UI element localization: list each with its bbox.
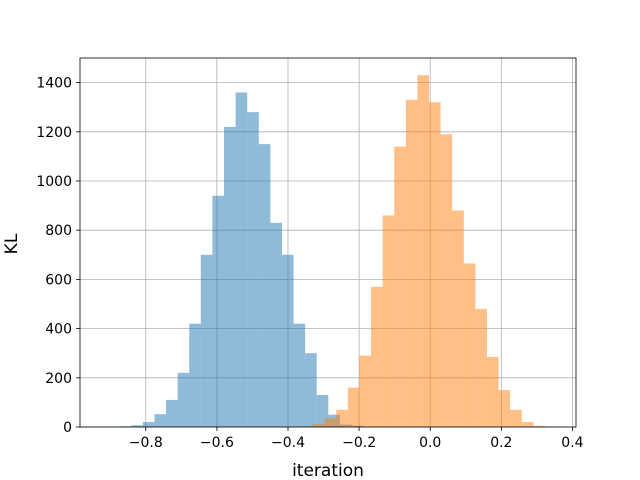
histogram-bar bbox=[486, 356, 499, 427]
histogram-bar bbox=[189, 323, 201, 427]
histogram-bar bbox=[200, 254, 213, 427]
histogram-bar bbox=[510, 409, 522, 427]
histogram-bars bbox=[108, 75, 557, 428]
histogram-bar bbox=[440, 134, 453, 427]
x-tick-label: −0.8 bbox=[129, 435, 163, 451]
histogram-bar bbox=[270, 222, 282, 427]
histogram-bar bbox=[313, 424, 325, 427]
y-axis-label: KL bbox=[2, 233, 22, 254]
histogram-bar bbox=[324, 418, 337, 427]
histogram-bar bbox=[417, 75, 430, 427]
x-tick-label: 0.0 bbox=[419, 435, 441, 451]
histogram-bar bbox=[336, 409, 348, 427]
x-tick-label: −0.2 bbox=[342, 435, 376, 451]
y-tick-label: 1000 bbox=[36, 174, 72, 190]
histogram-bar bbox=[131, 425, 143, 427]
y-tick-label: 1200 bbox=[36, 125, 72, 141]
histogram-bar bbox=[212, 195, 224, 427]
x-tick-label: 0.2 bbox=[490, 435, 512, 451]
histogram-bar bbox=[316, 395, 329, 427]
y-axis-ticks: 0 200 400 600 800 1000 1200 1400 bbox=[36, 76, 80, 436]
histogram-bar bbox=[347, 387, 360, 427]
histogram-bar bbox=[235, 92, 248, 427]
histogram-bar bbox=[429, 102, 441, 427]
histogram-bar bbox=[247, 112, 259, 428]
x-tick-label: 0.4 bbox=[561, 435, 583, 451]
histogram-bar bbox=[498, 390, 511, 427]
plot-frame bbox=[79, 57, 577, 428]
y-tick-label: 400 bbox=[45, 322, 72, 338]
histogram-bar bbox=[177, 372, 190, 427]
histogram-series-0 bbox=[108, 92, 364, 428]
histogram-bar bbox=[463, 263, 476, 427]
histogram-bar bbox=[293, 323, 306, 427]
histogram-bar bbox=[533, 425, 545, 427]
x-tick-label: −0.4 bbox=[271, 435, 305, 451]
y-tick-label: 1400 bbox=[36, 76, 72, 92]
histogram-bar bbox=[166, 399, 178, 427]
histogram-bar bbox=[405, 99, 418, 427]
histogram-bar bbox=[382, 215, 395, 427]
histogram-bar bbox=[154, 414, 167, 427]
y-tick-label: 200 bbox=[45, 371, 72, 387]
y-tick-label: 0 bbox=[63, 420, 72, 436]
histogram-bar bbox=[452, 210, 464, 427]
histogram-bar bbox=[521, 422, 534, 427]
y-tick-label: 600 bbox=[45, 272, 72, 288]
x-axis-label: iteration bbox=[292, 461, 364, 480]
histogram-bar bbox=[258, 144, 271, 427]
x-tick-label: −0.6 bbox=[200, 435, 234, 451]
histogram-bar bbox=[359, 355, 372, 427]
histogram-bar bbox=[281, 254, 294, 427]
histogram-bar bbox=[475, 308, 487, 427]
histogram-bar bbox=[371, 286, 383, 427]
histogram-bar bbox=[394, 146, 406, 427]
histogram-bar bbox=[224, 126, 236, 427]
histogram-bar bbox=[305, 353, 317, 427]
histogram-series-1 bbox=[301, 75, 557, 427]
x-axis-ticks: −0.8 −0.6 −0.4 −0.2 0.0 0.2 0.4 bbox=[129, 427, 584, 451]
histogram-bar bbox=[142, 422, 155, 427]
grid-lines bbox=[80, 58, 576, 428]
y-tick-label: 800 bbox=[45, 223, 72, 239]
